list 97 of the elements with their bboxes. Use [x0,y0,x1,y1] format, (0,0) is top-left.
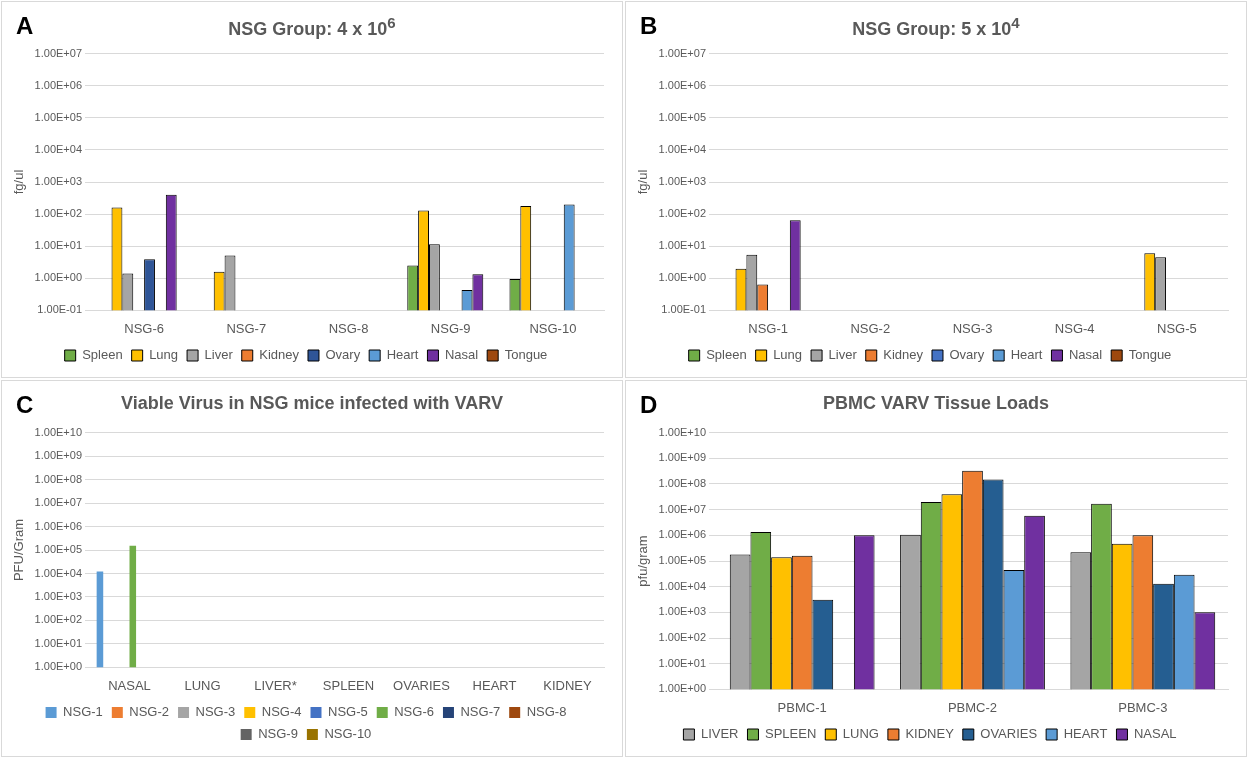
legend-label: Tongue [1128,347,1172,363]
chart-title: PBMC VARV Tissue Loads [822,393,1050,413]
legend-label: Ovary [949,347,985,363]
x-tick-label: NSG-10 [529,320,577,336]
legend-label: Heart [1010,347,1043,363]
y-tick-label: 1.00E+08 [34,472,83,485]
text: C [16,391,34,419]
x-tick-label: NSG-4 [1054,320,1095,336]
y-tick-label: 1.00E+10 [34,425,83,438]
legend-label: HEART [1063,726,1108,742]
y-tick-label: 1.00E+00 [658,682,707,695]
legend-label: OVARIES [980,726,1038,742]
y-tick-label: 1.00E+05 [658,554,707,567]
y-axis-title: fg/ul [635,169,651,195]
y-tick-label: 1.00E+10 [658,425,707,438]
x-tick-label: OVARIES [393,677,451,693]
legend-label: Spleen [82,347,123,363]
y-tick-label: 1.00E+00 [34,271,83,284]
text: A [16,12,34,40]
y-tick-label: 1.00E+06 [658,528,707,541]
y-axis-title: pfu/gram [635,535,651,587]
y-tick-label: 1.00E+02 [658,631,707,644]
x-tick-label: NSG-7 [226,320,267,336]
x-tick-label: PBMC-1 [777,699,827,715]
y-tick-label: 1.00E+02 [34,613,83,626]
y-tick-label: 1.00E+01 [658,239,707,252]
legend-label: NASAL [1133,726,1177,742]
legend-label: LIVER [700,726,739,742]
text: B [640,12,658,40]
legend-label: Kidney [883,347,924,363]
y-tick-label: 1.00E+01 [34,636,83,649]
x-tick-label: PBMC-3 [1118,699,1168,715]
y-tick-label: 1.00E-01 [37,303,83,316]
x-tick-label: PBMC-2 [947,699,998,715]
y-tick-label: 1.00E+02 [34,207,83,220]
legend-label: Nasal [444,347,479,363]
legend-label: Heart [386,347,419,363]
y-tick-label: 1.00E+04 [34,566,83,579]
legend-label: Lung [773,347,803,363]
x-tick-label: HEART [472,677,517,693]
y-axis-title: PFU/Gram [11,518,27,582]
y-tick-label: 1.00E+06 [34,78,83,91]
x-tick-label: LUNG [184,677,221,693]
y-tick-label: 1.00E-01 [661,303,707,316]
y-tick-label: 1.00E+07 [34,496,83,509]
legend-label: Lung [149,347,179,363]
y-tick-label: 1.00E+09 [34,449,83,462]
x-tick-label: NSG-5 [1157,320,1197,336]
y-tick-label: 1.00E+01 [34,239,83,252]
y-tick-label: 1.00E+08 [658,476,707,489]
y-tick-label: 1.00E+03 [34,589,83,602]
y-tick-label: 1.00E+07 [34,46,83,59]
y-tick-label: 1.00E+05 [34,110,83,123]
y-tick-label: 1.00E+00 [34,660,83,673]
legend-label: Spleen [706,347,747,363]
y-tick-label: 1.00E+05 [34,543,83,556]
x-tick-label: NSG-9 [430,320,471,336]
chart-title: Viable Virus in NSG mice infected with VARV [121,393,503,413]
y-tick-label: 1.00E+07 [658,46,707,59]
x-tick-label: NSG-2 [850,320,891,336]
legend-label: Ovary [325,347,361,363]
y-tick-label: 1.00E+04 [658,579,707,592]
chart-title: NSG Group: 5 x 10$^{4}$ [852,14,1020,39]
y-tick-label: 1.00E+04 [34,142,83,155]
legend-label: Nasal [1068,347,1103,363]
y-tick-label: 1.00E+05 [658,110,707,123]
y-tick-label: 1.00E+06 [658,78,707,91]
legend-label: Tongue [504,347,548,363]
x-tick-label: NASAL [108,677,151,693]
x-tick-label: SPLEEN [322,677,375,693]
y-tick-label: 1.00E+06 [34,519,83,532]
legend-label: Liver [204,347,234,363]
legend-label: LUNG [842,726,879,742]
text: D [640,391,658,419]
chart-title: NSG Group: 4 x 10$^{6}$ [228,14,396,39]
x-tick-label: KIDNEY [543,677,593,693]
legend-label: Kidney [259,347,300,363]
y-tick-label: 1.00E+07 [658,502,707,515]
y-tick-label: 1.00E+03 [658,605,707,618]
x-tick-label: NSG-8 [328,320,369,336]
legend-label: Liver [828,347,858,363]
legend-label: KIDNEY [905,726,955,742]
y-axis-title: fg/ul [11,169,27,195]
legend-label: NSG-10 [324,726,372,742]
y-tick-label: 1.00E+01 [658,656,707,669]
x-tick-label: LIVER* [254,677,297,693]
x-tick-label: NSG-6 [124,320,164,336]
y-tick-label: 1.00E+03 [658,175,707,188]
y-tick-label: 1.00E+04 [658,142,707,155]
y-tick-label: 1.00E+00 [658,271,707,284]
y-tick-label: 1.00E+09 [658,451,707,464]
x-tick-label: NSG-3 [952,320,993,336]
x-tick-label: NSG-1 [748,320,788,336]
y-tick-label: 1.00E+03 [34,175,83,188]
legend-label: NSG-9 [258,726,298,742]
legend-label: SPLEEN [764,726,817,742]
y-tick-label: 1.00E+02 [658,207,707,220]
